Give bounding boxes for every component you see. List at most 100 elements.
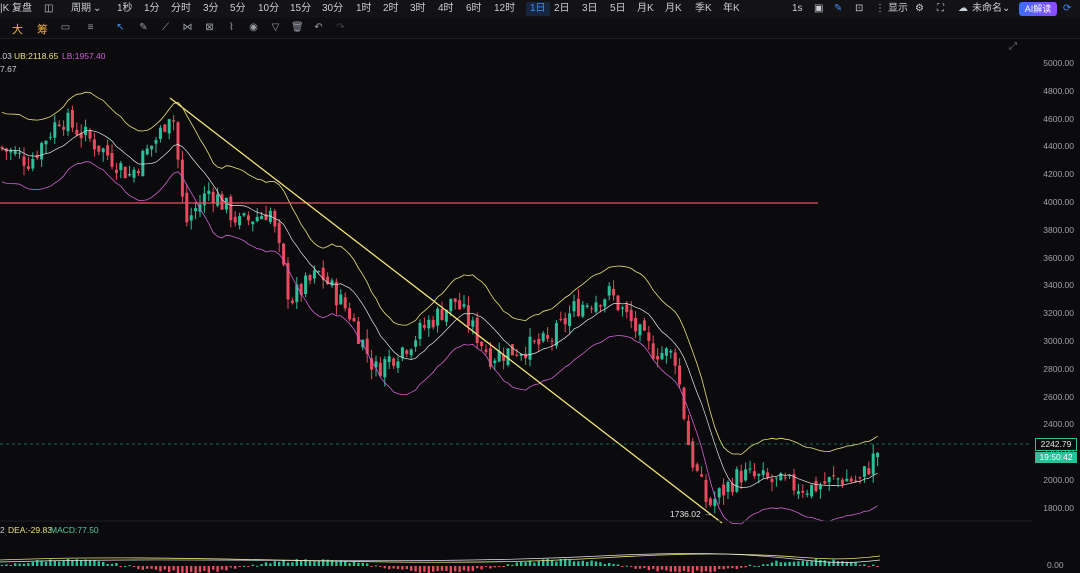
macd-bar [515,562,518,566]
interval-tab-1[interactable]: 1分 [144,3,160,14]
trash-icon[interactable]: 🗑 [291,22,304,33]
macd-bar [533,562,536,566]
display-button[interactable]: 显示 [888,3,908,14]
macd-bar [220,566,224,570]
candle-body [185,192,189,223]
interval-tab-7[interactable]: 30分 [322,3,344,14]
magnet-icon[interactable]: ◉ [249,22,258,33]
interval-tab-14[interactable]: 1日 [526,2,550,16]
pencil-icon[interactable]: ✎ [139,22,148,33]
screen-icon[interactable]: ▭ [60,22,71,33]
candle-body [876,452,880,458]
macd-bar [278,561,281,566]
interval-tab-18[interactable]: 月K [637,3,654,14]
interval-tab-9[interactable]: 2时 [383,3,399,14]
candle-body [383,359,387,378]
macd-bar [14,563,17,566]
interval-tab-6[interactable]: 15分 [290,3,312,14]
expand-icon[interactable]: ⤢ [1009,41,1017,52]
measure-icon[interactable]: ⌇ [229,22,234,33]
macd-bar [44,561,48,566]
candle-body [163,124,167,132]
undo-icon[interactable]: ↶ [314,22,323,33]
interval-tab-19[interactable]: 月K [665,3,682,14]
ruler-icon[interactable]: ⟋ [162,22,169,33]
camera-icon[interactable]: ▣ [814,3,824,14]
candle-body [748,468,752,470]
speed-label[interactable]: 1s [792,3,803,14]
cursor-icon[interactable]: ↖ [116,22,125,33]
interval-tab-13[interactable]: 12时 [494,3,516,14]
settings-gear-icon[interactable]: ⚙ [915,3,924,14]
interval-tab-4[interactable]: 5分 [230,3,246,14]
polyline-icon[interactable]: ⋈ [182,22,193,33]
interval-tab-21[interactable]: 年K [723,3,740,14]
ai-analysis-button[interactable]: AI解读 [1019,2,1057,16]
share-icon[interactable]: ⟳ [1063,3,1072,14]
interval-tab-15[interactable]: 2日 [554,3,570,14]
candle-body [44,140,48,145]
macd-histogram-value: MACD:77.50 [50,525,99,535]
interval-tab-17[interactable]: 5日 [610,3,626,14]
text-icon[interactable]: ⊠ [205,22,214,33]
fullscreen-icon[interactable]: ⛶ [937,3,944,14]
display-icon[interactable]: ⋮ [875,3,885,14]
macd-bar [740,566,743,568]
candle-body [858,477,862,479]
interval-tab-10[interactable]: 3时 [410,3,426,14]
interval-tab-0[interactable]: 1秒 [117,3,133,14]
macd-bar [308,561,312,566]
candle-body [669,350,673,353]
chart-type-icon[interactable]: ◫ [44,3,54,14]
macd-bar [735,566,738,570]
interval-tab-8[interactable]: 1时 [356,3,372,14]
candlestick-chart[interactable] [0,0,1032,573]
candle-body [616,295,620,311]
candle-body [167,119,171,134]
layout-icon[interactable]: ⊡ [855,3,864,14]
period-dropdown[interactable]: 周期 [71,3,91,14]
interval-tab-12[interactable]: 6时 [466,3,482,14]
candle-body [788,475,792,477]
candle-body [172,120,176,122]
interval-tab-16[interactable]: 3日 [582,3,598,14]
price-tick-label: 3200.00 [1043,308,1074,319]
candle-body [229,196,233,221]
macd-bar [370,566,373,567]
interval-tab-5[interactable]: 10分 [258,3,280,14]
interval-tab-2[interactable]: 分时 [171,3,191,14]
price-axis[interactable]: 5000.00 4800.00 4600.00 4400.00 4200.00 4000.… [1032,38,1080,573]
draw-pen-icon[interactable]: ✎ [834,3,843,14]
filter-icon[interactable]: ▽ [271,22,280,33]
macd-bar [489,566,492,569]
candle-body [585,305,589,307]
candle-body [642,320,646,331]
macd-bar [792,561,796,566]
candle-body [79,132,83,139]
redo-icon[interactable]: ↷ [336,22,345,33]
interval-tab-20[interactable]: 季K [695,3,712,14]
macd-bar [348,563,351,566]
macd-bar [568,559,571,566]
cloud-icon[interactable]: ☁ [958,3,968,14]
macd-bar [823,560,826,566]
macd-bar [62,560,65,566]
template-dropdown[interactable]: 未命名 [972,3,1002,14]
candle-body [101,148,105,153]
candle-body [805,493,809,495]
replay-label[interactable]: |K 复盘 [0,3,33,14]
price-tick-label: 4600.00 [1043,113,1074,124]
interval-tab-3[interactable]: 3分 [203,3,219,14]
candle-body [871,453,875,475]
big-label[interactable]: 大 [12,24,23,36]
candle-body [682,387,686,419]
chip-label[interactable]: 筹 [37,24,48,36]
macd-bar [660,566,664,570]
macd-axis-zero: 0.00 [1047,560,1064,570]
macd-bar [770,562,774,566]
candle-body [814,480,818,492]
price-tick-label: 2400.00 [1043,419,1074,430]
interval-tab-11[interactable]: 4时 [438,3,454,14]
candle-body [796,491,800,495]
lines-icon[interactable]: ≡ [87,22,94,33]
